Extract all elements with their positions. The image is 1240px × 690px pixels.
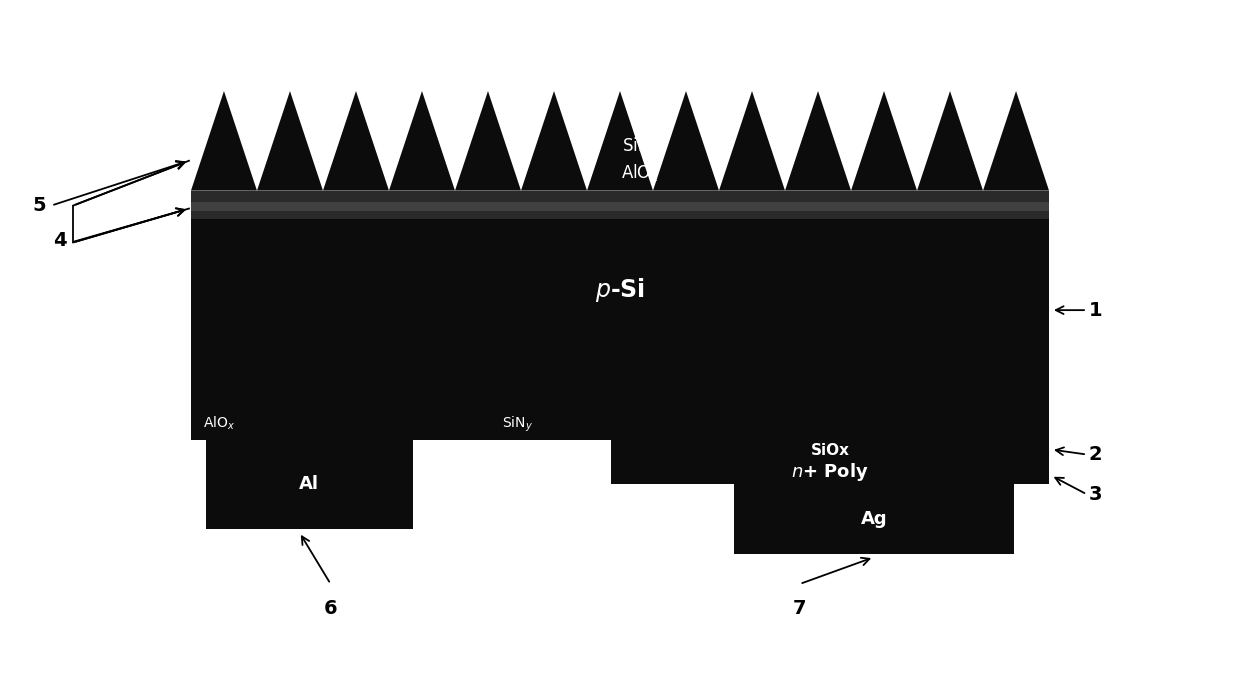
- Polygon shape: [389, 91, 455, 190]
- Polygon shape: [851, 91, 918, 190]
- Bar: [206, 440, 413, 529]
- Text: 3: 3: [1089, 485, 1102, 504]
- Polygon shape: [653, 91, 719, 190]
- Bar: [191, 201, 1049, 210]
- Bar: [423, 410, 611, 440]
- Text: SiN$_y$: SiN$_y$: [501, 415, 532, 434]
- Polygon shape: [587, 91, 653, 190]
- Text: 7: 7: [792, 599, 806, 618]
- Polygon shape: [455, 91, 521, 190]
- Polygon shape: [322, 91, 389, 190]
- Text: $\it{p}$-Si: $\it{p}$-Si: [595, 276, 645, 304]
- Polygon shape: [719, 91, 785, 190]
- Text: 2: 2: [1089, 445, 1102, 464]
- Text: SiN$_x$: SiN$_x$: [621, 135, 658, 157]
- Text: 4: 4: [52, 231, 66, 250]
- Bar: [734, 484, 1014, 554]
- Text: 1: 1: [1089, 301, 1102, 319]
- Polygon shape: [918, 91, 983, 190]
- Text: Ag: Ag: [861, 511, 888, 529]
- Polygon shape: [191, 91, 257, 190]
- Bar: [611, 440, 1049, 484]
- Text: 5: 5: [32, 196, 46, 215]
- Polygon shape: [521, 91, 587, 190]
- Bar: [191, 190, 1049, 410]
- Bar: [191, 410, 1049, 440]
- Polygon shape: [257, 91, 322, 190]
- Text: 6: 6: [324, 599, 337, 618]
- Text: Al: Al: [299, 475, 319, 493]
- Text: $n$+ Poly: $n$+ Poly: [791, 461, 869, 483]
- Polygon shape: [983, 91, 1049, 190]
- Text: SiOx: SiOx: [811, 443, 849, 458]
- Bar: [191, 190, 1049, 219]
- Polygon shape: [785, 91, 851, 190]
- Text: AlO$_x$: AlO$_x$: [203, 415, 236, 432]
- Text: AlO$_x$: AlO$_x$: [621, 162, 660, 184]
